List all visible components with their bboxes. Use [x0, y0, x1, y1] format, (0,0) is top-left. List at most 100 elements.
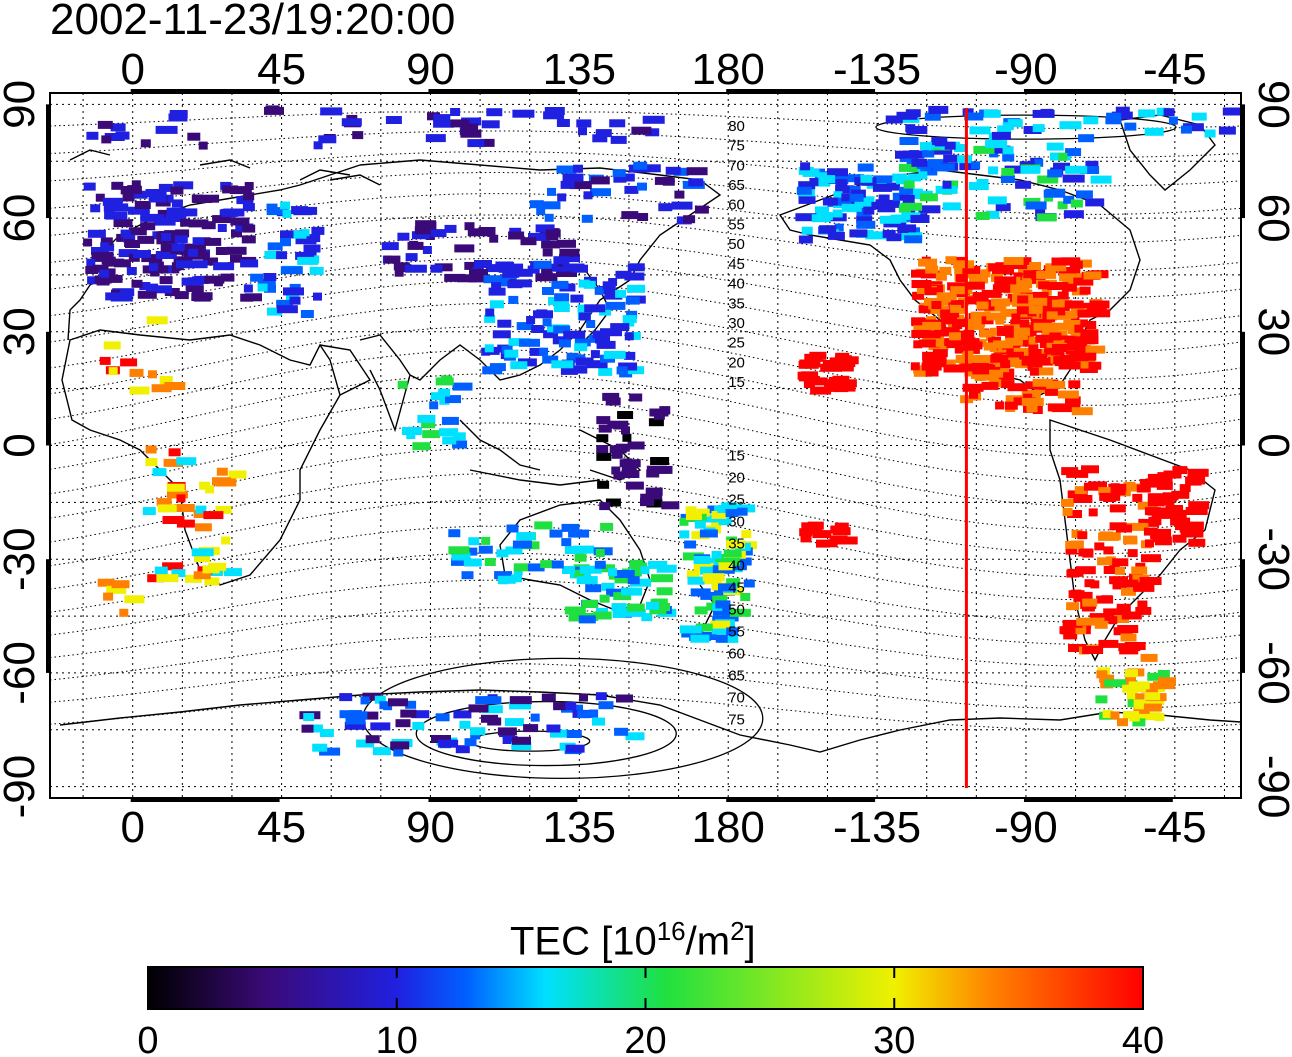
- tec-cell: [621, 211, 639, 220]
- tec-cell: [152, 468, 167, 477]
- tec-cell: [131, 279, 143, 288]
- tec-cell: [919, 193, 938, 202]
- map-panel: 80 75 70 65 60 55 50 45 40 35 30 25 20 15 15 20 25 30 35 40…: [46, 89, 1245, 802]
- tec-cell: [1185, 507, 1208, 515]
- tec-cell: [648, 418, 664, 427]
- tec-cell: [541, 267, 553, 276]
- tec-cell: [541, 240, 561, 249]
- tec-cell: [822, 197, 838, 206]
- lat-tick-label-left: 0: [0, 433, 44, 457]
- tec-cell: [565, 744, 585, 753]
- tec-cell: [1088, 481, 1107, 490]
- tec-cell: [1097, 557, 1113, 566]
- tec-cell: [935, 185, 958, 194]
- tec-cell: [712, 577, 722, 586]
- tec-cell: [91, 247, 109, 255]
- tec-cell: [586, 320, 596, 328]
- tec-cell: [305, 724, 323, 733]
- lon-tick-label-top: 135: [543, 45, 616, 94]
- tec-cell: [1167, 505, 1183, 513]
- tec-cell: [984, 303, 1007, 312]
- lon-tick-label-bottom: -135: [833, 803, 921, 852]
- tec-cell: [1127, 549, 1138, 558]
- tec-cell: [1098, 532, 1121, 541]
- tec-cell: [527, 563, 545, 572]
- tec-cell: [578, 615, 596, 624]
- tec-cell: [931, 301, 942, 309]
- tec-cell: [212, 477, 231, 486]
- tec-cell: [215, 505, 232, 514]
- tec-cell: [987, 196, 1007, 205]
- tec-cell: [804, 353, 824, 362]
- tec-cell: [1063, 210, 1084, 219]
- tec-cell: [397, 380, 408, 389]
- tec-cell: [105, 211, 128, 220]
- tec-cell: [614, 727, 629, 736]
- tec-cell: [718, 634, 739, 643]
- tec-cell: [557, 193, 567, 202]
- tec-cell: [711, 626, 727, 635]
- contour-label: 70: [728, 157, 745, 174]
- tec-cell: [1046, 311, 1058, 320]
- tec-cell: [344, 721, 366, 730]
- tec-cell: [879, 215, 901, 224]
- tec-cell: [909, 188, 923, 197]
- tec-cell: [489, 300, 504, 309]
- tec-cell: [1075, 352, 1097, 361]
- tec-cell: [365, 735, 380, 744]
- tec-cell: [801, 226, 813, 235]
- contour-label: 75: [728, 711, 745, 728]
- tec-cell: [395, 719, 411, 728]
- tec-cell: [187, 248, 198, 257]
- tec-cell: [911, 158, 928, 167]
- magnetic-contour-line: [50, 397, 1241, 483]
- tec-cell: [1114, 615, 1130, 623]
- tec-cell: [608, 568, 617, 577]
- tec-cell: [95, 193, 105, 202]
- tec-cell: [1172, 466, 1188, 475]
- tec-cell: [1044, 345, 1059, 354]
- tec-cell: [741, 530, 752, 539]
- tec-cell: [494, 571, 513, 580]
- tec-cell: [653, 411, 665, 420]
- tec-cell: [798, 195, 816, 204]
- tec-cell: [154, 217, 176, 226]
- tec-cell: [939, 266, 952, 275]
- tec-cell: [1088, 508, 1098, 517]
- tec-cell: [425, 232, 435, 240]
- tec-cell: [830, 525, 846, 534]
- tec-cell: [478, 227, 496, 235]
- tec-cell: [995, 203, 1011, 212]
- tec-cell: [995, 401, 1005, 410]
- tec-cell: [497, 319, 512, 328]
- tec-cell: [320, 107, 343, 116]
- tec-cell: [1058, 403, 1081, 412]
- tec-cell: [962, 383, 984, 392]
- tec-cell: [411, 710, 430, 719]
- tec-cell: [549, 529, 563, 538]
- tec-cell: [453, 710, 472, 719]
- tec-cell: [198, 141, 208, 150]
- tec-cell: [994, 284, 1011, 293]
- tec-cell: [461, 117, 482, 126]
- tec-cell: [244, 182, 254, 190]
- tec-cell: [393, 748, 404, 757]
- tec-cell: [715, 634, 728, 643]
- tec-cell: [194, 554, 211, 563]
- tec-cell: [216, 467, 228, 476]
- tec-cell: [567, 365, 588, 374]
- tec-cell: [640, 498, 654, 507]
- tec-cell: [817, 175, 836, 184]
- tec-cell: [598, 286, 616, 294]
- tec-cell: [1139, 479, 1150, 487]
- tec-cell: [1011, 343, 1021, 352]
- tec-cell: [176, 519, 195, 528]
- tec-cell: [94, 275, 112, 284]
- tec-cell: [562, 173, 584, 182]
- tec-cell: [621, 426, 630, 435]
- tec-cell: [475, 696, 496, 705]
- tec-cell: [1002, 146, 1014, 155]
- tec-cell: [839, 363, 854, 372]
- tec-cell: [405, 253, 418, 262]
- tec-cell: [988, 263, 1006, 272]
